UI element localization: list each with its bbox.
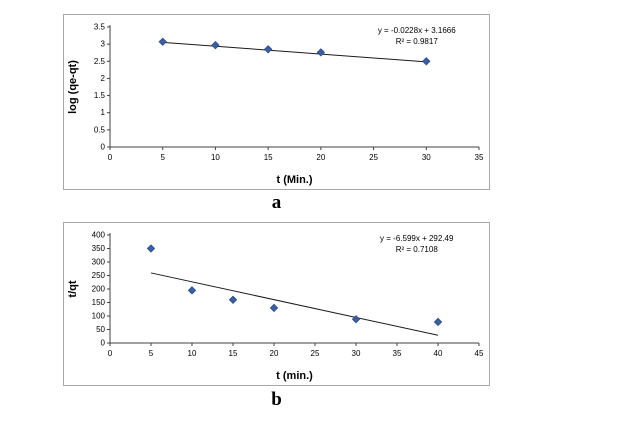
x-tick-label: 15 (264, 153, 273, 162)
chart-b-caption: b (271, 389, 282, 410)
x-tick-label: 35 (393, 349, 402, 358)
x-tick-label: 30 (422, 153, 431, 162)
x-axis-label: t (min.) (276, 370, 313, 382)
x-tick-label: 20 (270, 349, 279, 358)
chart-a-scatter: 0 5 10 15 20 25 30 35 0 0.5 1 1.5 2 2.5 3 3.5 t (Min.) lo… (67, 23, 484, 187)
chart-a-caption: a (271, 192, 282, 213)
trendline (150, 272, 439, 336)
y-axis-label: t/qt (67, 280, 79, 297)
y-tick-label: 350 (92, 244, 106, 253)
y-tick-label: 0 (101, 143, 106, 152)
data-point (316, 48, 326, 57)
r-squared-label: R² = 0.9817 (396, 37, 439, 46)
chart-panel-a: 0 5 10 15 20 25 30 35 0 0.5 1 1.5 2 2.5 3 3.5 t (Min.) lo… (63, 14, 490, 190)
data-point (269, 303, 279, 313)
data-point (228, 295, 238, 304)
x-tick-label: 0 (108, 153, 113, 162)
x-tick-label: 35 (475, 153, 484, 162)
y-tick-label: 1.5 (94, 91, 106, 100)
x-tick-label: 15 (229, 349, 238, 358)
x-tick-label: 20 (316, 153, 325, 162)
y-tick-label: 1 (101, 108, 106, 117)
chart-b-scatter: 0 5 10 15 20 25 30 35 40 45 0 50 100 150 200 250 300 350 4… (67, 231, 484, 383)
x-tick-label: 30 (352, 349, 361, 358)
y-tick-label: 250 (92, 271, 106, 280)
x-tick-label: 0 (108, 349, 113, 358)
x-tick-label: 5 (149, 349, 154, 358)
y-tick-label: 2.5 (94, 57, 106, 66)
y-tick-label: 100 (92, 312, 106, 321)
chart-panel-b: 0 5 10 15 20 25 30 35 40 45 0 50 100 150 200 250 300 350 4… (63, 222, 490, 386)
y-tick-label: 300 (92, 258, 106, 267)
y-tick-label: 0.5 (94, 125, 106, 134)
y-tick-label: 2 (101, 74, 106, 83)
equation-label: y = -6.599x + 292.49 (380, 234, 454, 243)
y-tick-label: 3.5 (94, 23, 106, 32)
trendline (162, 41, 427, 63)
equation-label: y = -0.0228x + 3.1666 (378, 26, 456, 35)
r-squared-label: R² = 0.7108 (396, 245, 439, 254)
data-point (146, 244, 156, 253)
data-point (351, 315, 361, 324)
data-point (158, 37, 167, 46)
data-point (187, 286, 197, 295)
data-point (211, 41, 220, 50)
y-tick-label: 0 (101, 339, 106, 348)
x-tick-label: 10 (188, 349, 197, 358)
x-tick-label: 10 (211, 153, 220, 162)
x-tick-label: 40 (434, 349, 443, 358)
y-tick-label: 50 (96, 325, 105, 334)
x-axis-label: t (Min.) (276, 174, 312, 186)
x-tick-label: 25 (311, 349, 320, 358)
x-tick-label: 25 (369, 153, 378, 162)
y-tick-label: 3 (101, 40, 106, 49)
data-point (433, 317, 443, 327)
y-tick-label: 150 (92, 298, 106, 307)
y-tick-label: 400 (92, 231, 106, 240)
x-tick-label: 45 (475, 349, 484, 358)
y-axis-label: log (qe-qt) (67, 60, 79, 114)
x-tick-label: 5 (160, 153, 165, 162)
data-point (263, 45, 273, 54)
y-tick-label: 200 (92, 285, 106, 294)
data-point (422, 57, 431, 66)
